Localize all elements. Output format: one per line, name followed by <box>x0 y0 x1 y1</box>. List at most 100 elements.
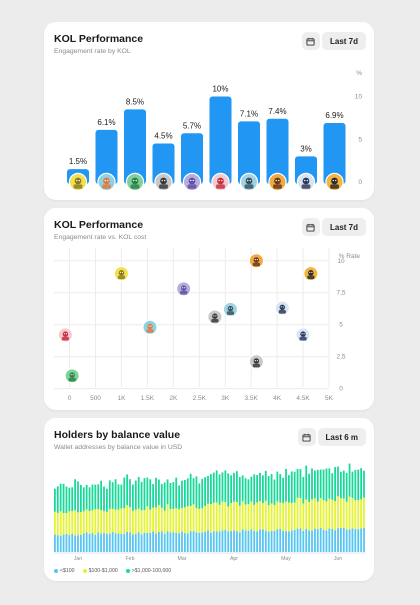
kol-avatar[interactable] <box>68 172 88 192</box>
bar-value-label: 3% <box>300 144 312 153</box>
kol-avatar[interactable] <box>125 172 145 192</box>
scatter-point[interactable] <box>303 265 319 282</box>
kol-avatar[interactable] <box>325 172 344 192</box>
stacked-bar-segment <box>325 468 328 502</box>
stacked-bar-segment <box>103 486 105 512</box>
scatter-point[interactable] <box>295 327 311 343</box>
bar[interactable] <box>124 109 146 184</box>
stacked-bar-segment <box>348 463 351 497</box>
scatter-point[interactable] <box>64 368 80 384</box>
kol-avatar[interactable] <box>211 172 230 192</box>
stacked-bar-segment <box>247 530 250 552</box>
stacked-bar-segment <box>340 498 342 528</box>
scatter-point[interactable] <box>57 327 74 343</box>
stacked-bar-segment <box>244 530 247 552</box>
bar[interactable] <box>181 133 203 184</box>
kol-avatar[interactable] <box>239 172 259 192</box>
kol-avatar[interactable] <box>268 172 287 192</box>
stacked-bar-segment <box>210 532 212 552</box>
kol-avatar[interactable] <box>182 172 202 192</box>
scatter-point[interactable] <box>222 301 239 318</box>
stacked-bar-segment <box>308 501 311 531</box>
stacked-bar-segment <box>276 529 279 552</box>
avatar-body <box>273 184 282 189</box>
stacked-bar-segment <box>80 484 82 513</box>
kol-avatar[interactable] <box>97 172 116 192</box>
stacked-bar-segment <box>334 500 337 531</box>
scatter-point[interactable] <box>113 265 130 282</box>
range-selector-button[interactable]: Last 6 m <box>317 428 366 446</box>
stacked-bar-segment <box>230 503 233 531</box>
stacked-bar-segment <box>106 511 108 534</box>
avatar-eye <box>249 179 251 182</box>
y-tick-label: 10 <box>337 258 345 265</box>
stacked-bar-segment <box>351 471 354 498</box>
stacked-bar-segment <box>238 532 241 552</box>
bar[interactable] <box>266 118 289 184</box>
stacked-bar-segment <box>264 530 267 552</box>
kol-avatar[interactable] <box>154 172 173 192</box>
scatter-point[interactable] <box>142 319 158 335</box>
scatter-point[interactable] <box>274 300 291 316</box>
stacked-bar-segment <box>299 469 302 499</box>
bar[interactable] <box>209 96 232 184</box>
stacked-bar-segment <box>68 535 71 552</box>
calendar-icon <box>302 433 311 442</box>
stacked-bar-segment <box>163 482 166 511</box>
range-selector-button[interactable]: Last 7d <box>321 32 366 50</box>
scatter-point[interactable] <box>207 309 223 325</box>
stacked-bar-segment <box>123 533 126 552</box>
stacked-bar-segment <box>85 532 88 552</box>
stacked-bar-segment <box>175 477 178 509</box>
stacked-bar-segment <box>279 502 282 529</box>
calendar-button[interactable] <box>301 218 320 236</box>
avatar-eye <box>215 315 217 317</box>
bar[interactable] <box>323 123 346 184</box>
scatter-point[interactable] <box>248 354 265 370</box>
scatter-point[interactable] <box>176 281 192 297</box>
stacked-bar-segment <box>342 498 345 528</box>
avatar-body <box>299 336 307 341</box>
stacked-bar-segment <box>137 508 140 533</box>
avatar-body <box>252 363 260 368</box>
x-tick-label: 3.5K <box>244 395 258 402</box>
stacked-bar-segment <box>186 506 189 534</box>
range-selector-button[interactable]: Last 7d <box>321 218 366 236</box>
stacked-bar-segment <box>296 469 299 498</box>
stacked-bar-segment <box>152 531 155 552</box>
avatar-head <box>180 285 187 291</box>
stacked-bar-segment <box>160 531 163 552</box>
stacked-bar-segment <box>111 508 114 533</box>
stacked-bar-segment <box>94 484 97 510</box>
stacked-bar-segment <box>114 509 117 534</box>
stacked-bar-segment <box>166 531 169 552</box>
scatter-point[interactable] <box>248 253 265 269</box>
stacked-bar-segment <box>288 531 290 552</box>
holders-card: Holders by balance value Wallet addresse… <box>44 418 374 581</box>
y-tick-label: 5 <box>339 322 343 329</box>
calendar-button[interactable] <box>297 428 316 446</box>
avatar-eye <box>76 179 78 182</box>
avatar-head <box>331 177 338 185</box>
bar[interactable] <box>95 129 118 184</box>
bar[interactable] <box>152 143 175 184</box>
stacked-bar-segment <box>158 532 160 552</box>
bar[interactable] <box>238 121 260 184</box>
avatar-eye <box>275 179 277 182</box>
avatar-eye <box>213 315 215 317</box>
stacked-bar-segment <box>319 498 322 528</box>
avatar-body <box>216 184 225 189</box>
kol-avatar[interactable] <box>296 172 316 192</box>
stacked-bar-segment <box>244 504 247 531</box>
stacked-bar-segment <box>195 508 198 533</box>
stacked-bar-segment <box>172 482 175 509</box>
stacked-bar-segment <box>103 511 105 534</box>
avatar-eye <box>254 259 256 261</box>
stacked-bar-segment <box>311 468 313 500</box>
avatar-head <box>74 177 82 185</box>
calendar-button[interactable] <box>301 32 320 50</box>
stacked-bar-segment <box>149 509 152 533</box>
stacked-bar-segment <box>62 483 65 513</box>
legend-swatch <box>82 569 87 573</box>
stacked-bar-segment <box>264 470 267 501</box>
